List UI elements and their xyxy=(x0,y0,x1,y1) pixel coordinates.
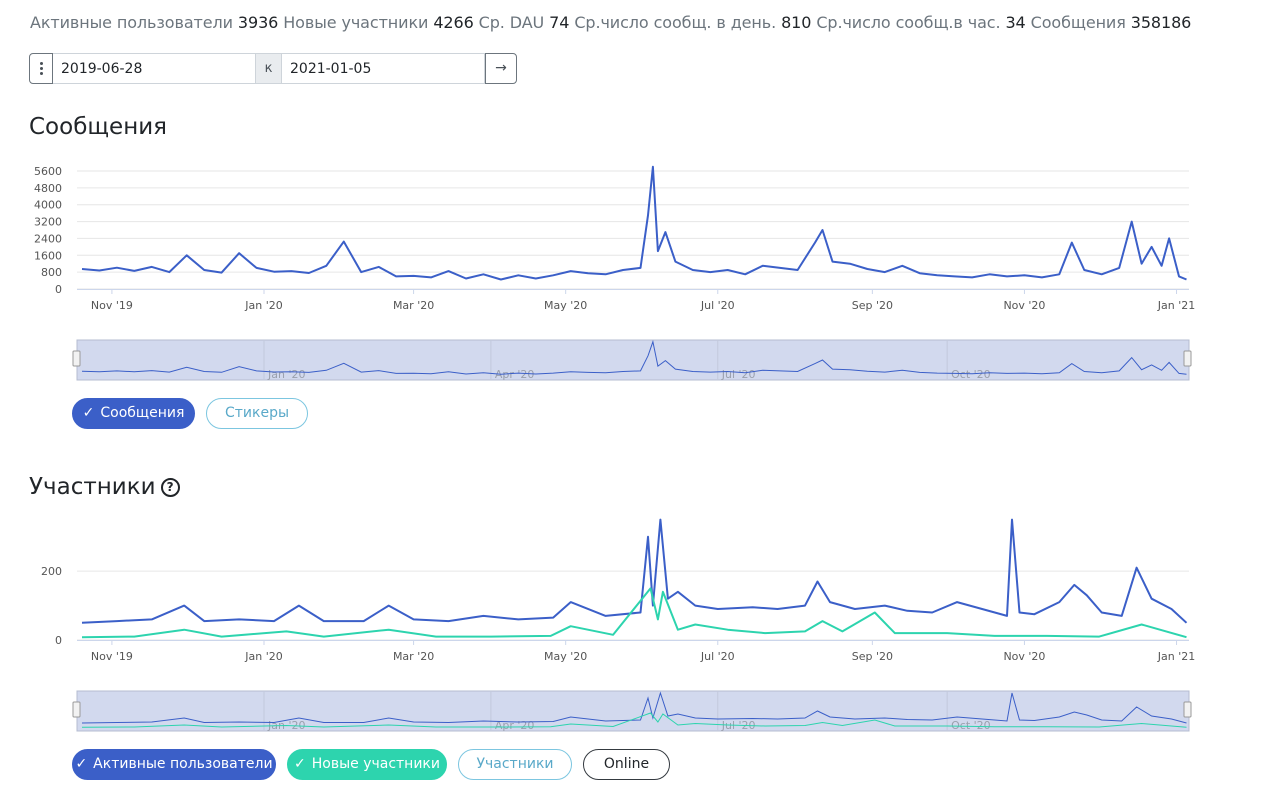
series-line xyxy=(81,165,1187,281)
navigator-handle xyxy=(1183,701,1192,718)
y-tick-label: 800 xyxy=(41,266,62,279)
x-tick-label: Jan '20 xyxy=(244,299,282,312)
navigator-tick-label: Apr '20 xyxy=(495,368,535,381)
y-tick-label: 2400 xyxy=(34,232,62,245)
navigator-tick-label: Jul '20 xyxy=(721,368,756,381)
x-tick-label: May '20 xyxy=(544,299,587,312)
toggle-online-button[interactable]: Online xyxy=(583,749,670,780)
date-to-input[interactable]: 2021-01-05 xyxy=(282,53,485,84)
stat-value: 34 xyxy=(1005,13,1026,32)
x-tick-label: Jan '20 xyxy=(244,650,282,663)
stat-value: 74 xyxy=(549,13,570,32)
toggle-label: Стикеры xyxy=(224,405,290,421)
toggle-label: Online xyxy=(603,756,650,772)
x-tick-label: Jan '21 xyxy=(1157,650,1195,663)
messages-title: Сообщения xyxy=(29,114,168,140)
x-tick-label: Sep '20 xyxy=(852,650,893,663)
x-tick-label: Nov '20 xyxy=(1003,299,1045,312)
x-tick-label: Nov '20 xyxy=(1003,650,1045,663)
x-tick-label: Sep '20 xyxy=(852,299,893,312)
y-tick-label: 1600 xyxy=(34,249,62,262)
navigator-tick-label: Oct '20 xyxy=(951,368,991,381)
stat-label: Ср.число сообщ.в час. xyxy=(816,13,1001,32)
toggle-members-button[interactable]: Участники xyxy=(458,749,572,780)
toggle-label: Сообщения xyxy=(100,405,185,421)
help-icon[interactable]: ? xyxy=(160,478,180,497)
messages-chart[interactable]: 0 800 1600 2400 3200 4000 4800 5600 Nov '19 Jan '… xyxy=(0,150,1280,390)
toggle-label: Участники xyxy=(476,756,554,772)
date-range-picker: 2019-06-28 к 2021-01-05 → xyxy=(29,53,517,84)
y-tick-label: 3200 xyxy=(34,216,62,229)
y-tick-label: 4000 xyxy=(34,199,62,212)
y-tick-label: 0 xyxy=(55,634,62,647)
toggle-label: Новые участники xyxy=(311,756,440,772)
y-tick-label: 200 xyxy=(41,565,62,578)
stat-value: 810 xyxy=(781,13,812,32)
toggle-new-members-button[interactable]: ✓ Новые участники xyxy=(287,749,447,780)
more-vertical-icon[interactable] xyxy=(29,53,53,84)
navigator-tick-label: Apr '20 xyxy=(495,719,535,732)
navigator-handle xyxy=(1183,350,1192,367)
toggle-messages-button[interactable]: ✓ Сообщения xyxy=(72,398,195,429)
date-from-input[interactable]: 2019-06-28 xyxy=(53,53,256,84)
x-tick-label: Jan '21 xyxy=(1157,299,1195,312)
navigator-handle xyxy=(72,350,81,367)
y-tick-label: 4800 xyxy=(34,182,62,195)
x-tick-label: Jul '20 xyxy=(700,650,735,663)
navigator-series-line xyxy=(81,691,1187,724)
y-tick-label: 5600 xyxy=(34,165,62,178)
toggle-stickers-button[interactable]: Стикеры xyxy=(206,398,308,429)
apply-date-button[interactable]: → xyxy=(485,53,517,84)
series-line xyxy=(81,587,1187,639)
stat-label: Сообщения xyxy=(1030,13,1126,32)
stat-value: 4266 xyxy=(433,13,474,32)
toggle-label: Активные пользователи xyxy=(93,756,273,772)
navigator-tick-label: Oct '20 xyxy=(951,719,991,732)
stat-label: Новые участники xyxy=(283,13,429,32)
x-tick-label: Mar '20 xyxy=(393,650,434,663)
navigator-area xyxy=(76,690,1190,732)
stat-label: Активные пользователи xyxy=(30,13,233,32)
check-icon: ✓ xyxy=(82,405,95,421)
members-title: Участники xyxy=(29,474,156,500)
x-tick-label: Nov '19 xyxy=(91,650,133,663)
navigator-area xyxy=(76,339,1190,381)
x-tick-label: Mar '20 xyxy=(393,299,434,312)
series-line xyxy=(81,518,1188,624)
members-chart[interactable]: 0 200 Nov '19 Jan '20 Mar '20 May '20 Jul '20 S… xyxy=(0,515,1280,740)
navigator-tick-label: Jan '20 xyxy=(267,368,305,381)
members-title-row: Участники? xyxy=(29,474,180,500)
toggle-active-users-button[interactable]: ✓ Активные пользователи xyxy=(72,749,276,780)
stat-label: Ср. DAU xyxy=(478,13,545,32)
navigator-handle xyxy=(72,701,81,718)
x-tick-label: Nov '19 xyxy=(91,299,133,312)
navigator-series-line xyxy=(81,712,1187,728)
x-tick-label: May '20 xyxy=(544,650,587,663)
date-separator: к xyxy=(256,53,282,84)
stats-bar: Активные пользователи 3936 Новые участни… xyxy=(30,13,1191,32)
stat-value: 358186 xyxy=(1130,13,1192,32)
check-icon: ✓ xyxy=(294,756,306,772)
stat-label: Ср.число сообщ. в день. xyxy=(574,13,777,32)
y-tick-label: 0 xyxy=(55,283,62,296)
stat-value: 3936 xyxy=(237,13,279,32)
x-tick-label: Jul '20 xyxy=(700,299,735,312)
check-icon: ✓ xyxy=(75,756,88,772)
navigator-series-line xyxy=(81,339,1187,375)
